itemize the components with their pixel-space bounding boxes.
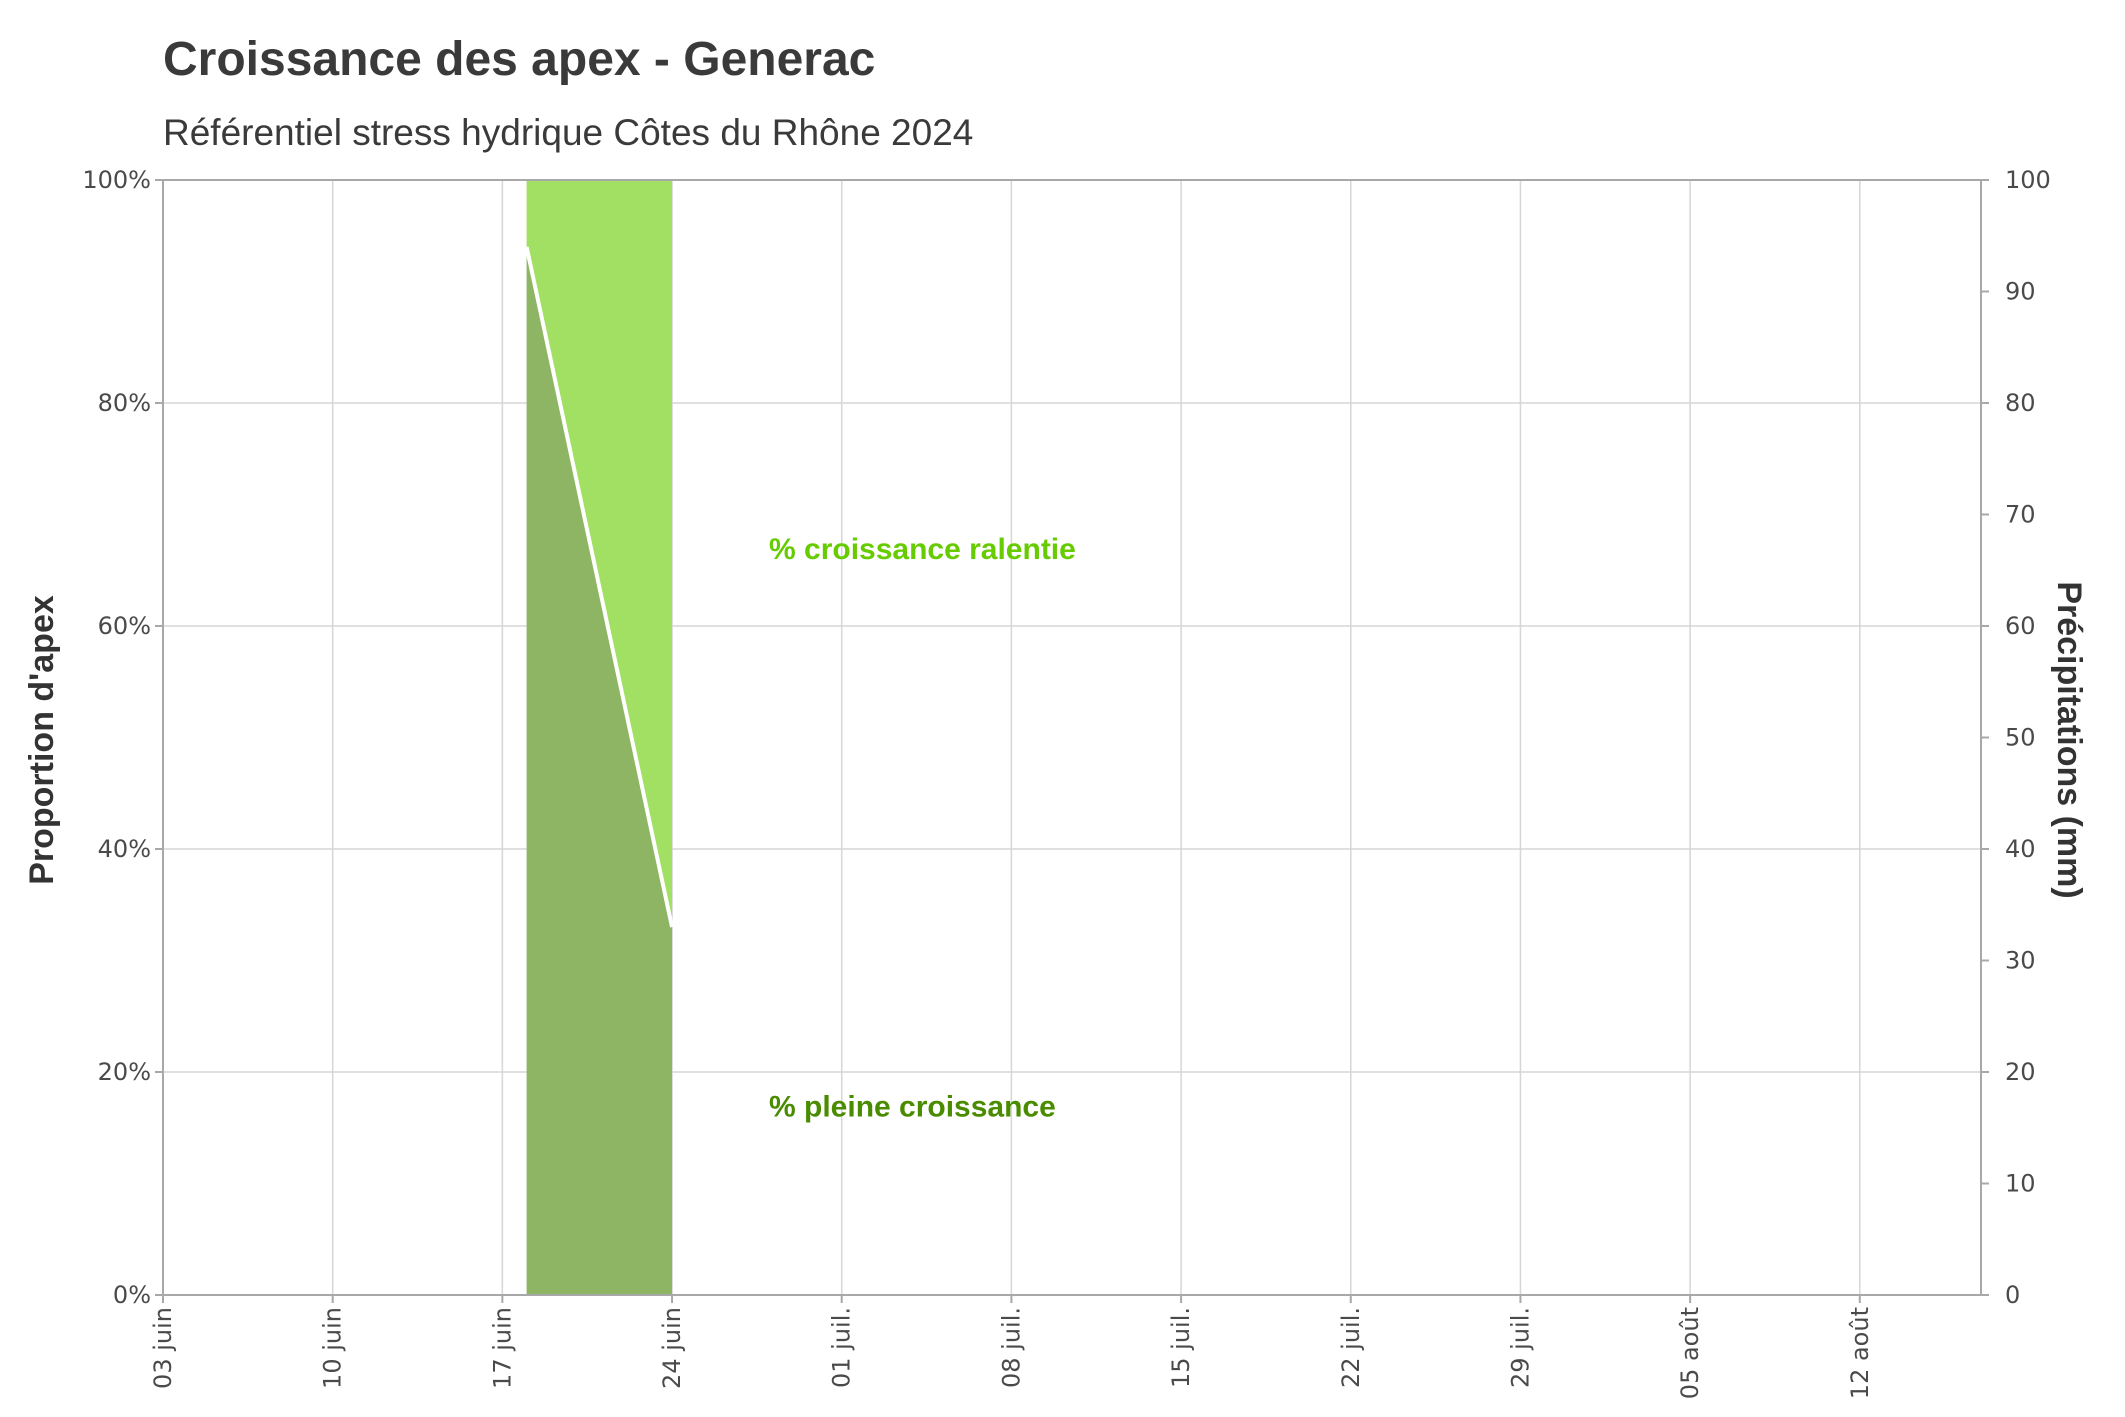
area-croissance-ralentie <box>526 180 673 928</box>
plot-lines <box>524 246 674 928</box>
y-tick-label: 40% <box>98 835 151 863</box>
y2-axis-title: Précipitations (mm) <box>2050 581 2088 898</box>
y2-tick-label: 30 <box>2005 947 2036 975</box>
annotation-label: % pleine croissance <box>769 1091 1056 1124</box>
x-tick-label: 08 juil. <box>997 1307 1025 1388</box>
y2-tick-label: 90 <box>2005 278 2036 306</box>
plot-areas <box>526 180 673 1295</box>
y2-tick-label: 0 <box>2005 1281 2020 1309</box>
x-tick-label: 22 juil. <box>1337 1307 1365 1388</box>
y-tick-label: 0% <box>113 1281 151 1309</box>
y2-tick-label: 100 <box>2005 166 2051 194</box>
gridlines <box>162 179 1981 1296</box>
y2-tick-label: 80 <box>2005 389 2036 417</box>
x-tick-label: 12 août <box>1846 1307 1874 1399</box>
y2-tick-label: 70 <box>2005 501 2036 529</box>
annotation-label: % croissance ralentie <box>769 533 1076 566</box>
axes <box>155 179 1989 1303</box>
x-tick-label: 15 juil. <box>1167 1307 1195 1388</box>
y2-tick-label: 50 <box>2005 724 2036 752</box>
y2-tick-label: 60 <box>2005 612 2036 640</box>
x-tick-label: 10 juin <box>319 1307 347 1389</box>
y2-tick-label: 40 <box>2005 835 2036 863</box>
y-tick-label: 20% <box>98 1058 151 1086</box>
tick-labels: 0% 20% 40% 60% 80% 100% 0 10 20 30 40 50 60 70 80 90 100… <box>82 166 2050 1399</box>
x-tick-label: 03 juin <box>149 1307 177 1389</box>
boundary-line <box>524 246 674 928</box>
x-tick-label: 01 juil. <box>828 1307 856 1388</box>
y-tick-label: 80% <box>98 389 151 417</box>
annotations: % croissance ralentie % pleine croissance <box>769 533 1076 1124</box>
x-tick-label: 17 juin <box>488 1307 516 1389</box>
chart-subtitle: Référentiel stress hydrique Côtes du Rhô… <box>163 112 973 153</box>
y-axis-title: Proportion d'apex <box>23 595 61 885</box>
y-tick-label: 100% <box>82 166 151 194</box>
x-tick-label: 29 juil. <box>1506 1307 1534 1388</box>
area-pleine-croissance <box>526 246 673 1295</box>
chart-title: Croissance des apex - Generac <box>163 33 875 86</box>
x-tick-label: 05 août <box>1676 1307 1704 1399</box>
x-tick-label: 24 juin <box>658 1307 686 1389</box>
y-tick-label: 60% <box>98 612 151 640</box>
y2-tick-label: 20 <box>2005 1058 2036 1086</box>
y2-tick-label: 10 <box>2005 1170 2036 1198</box>
